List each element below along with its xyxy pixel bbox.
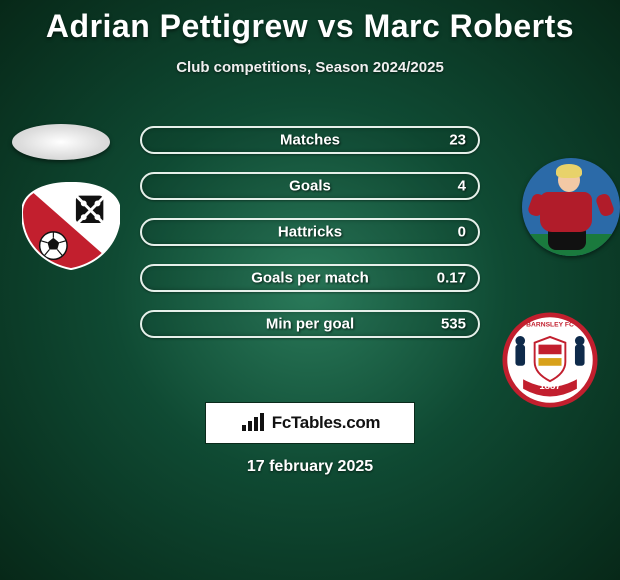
brand-text: FcTables.com [272,413,381,433]
left-player-photo-placeholder [12,124,110,160]
brand-badge: FcTables.com [205,402,415,444]
stat-bar-matches: Matches 23 [140,126,480,154]
stat-right-value: 23 [449,132,466,149]
stat-bar-hattricks: Hattricks 0 [140,218,480,246]
svg-text:1887: 1887 [539,381,560,392]
comparison-stage: Matches 23 Goals 4 Hattricks 0 Goals per… [0,112,620,402]
right-player-photo [522,158,620,256]
brand-bars-icon [240,413,266,433]
stat-bar-goals-per-match: Goals per match 0.17 [140,264,480,292]
stat-label: Goals per match [251,270,369,287]
subtitle: Club competitions, Season 2024/2025 [0,59,620,76]
date-text: 17 february 2025 [0,458,620,476]
svg-text:BARNSLEY FC: BARNSLEY FC [526,321,574,328]
stat-right-value: 0 [458,224,466,241]
stat-label: Hattricks [278,224,342,241]
right-club-crest: BARNSLEY FC 1887 [502,312,598,408]
stat-bar-min-per-goal: Min per goal 535 [140,310,480,338]
page-title: Adrian Pettigrew vs Marc Roberts [0,0,620,45]
stat-bar-goals: Goals 4 [140,172,480,200]
stat-right-value: 0.17 [437,270,466,287]
stat-bars: Matches 23 Goals 4 Hattricks 0 Goals per… [140,126,480,356]
stat-right-value: 535 [441,316,466,333]
stat-right-value: 4 [458,178,466,195]
stat-label: Min per goal [266,316,354,333]
left-club-crest [22,182,120,270]
stat-label: Matches [280,132,340,149]
stat-label: Goals [289,178,331,195]
